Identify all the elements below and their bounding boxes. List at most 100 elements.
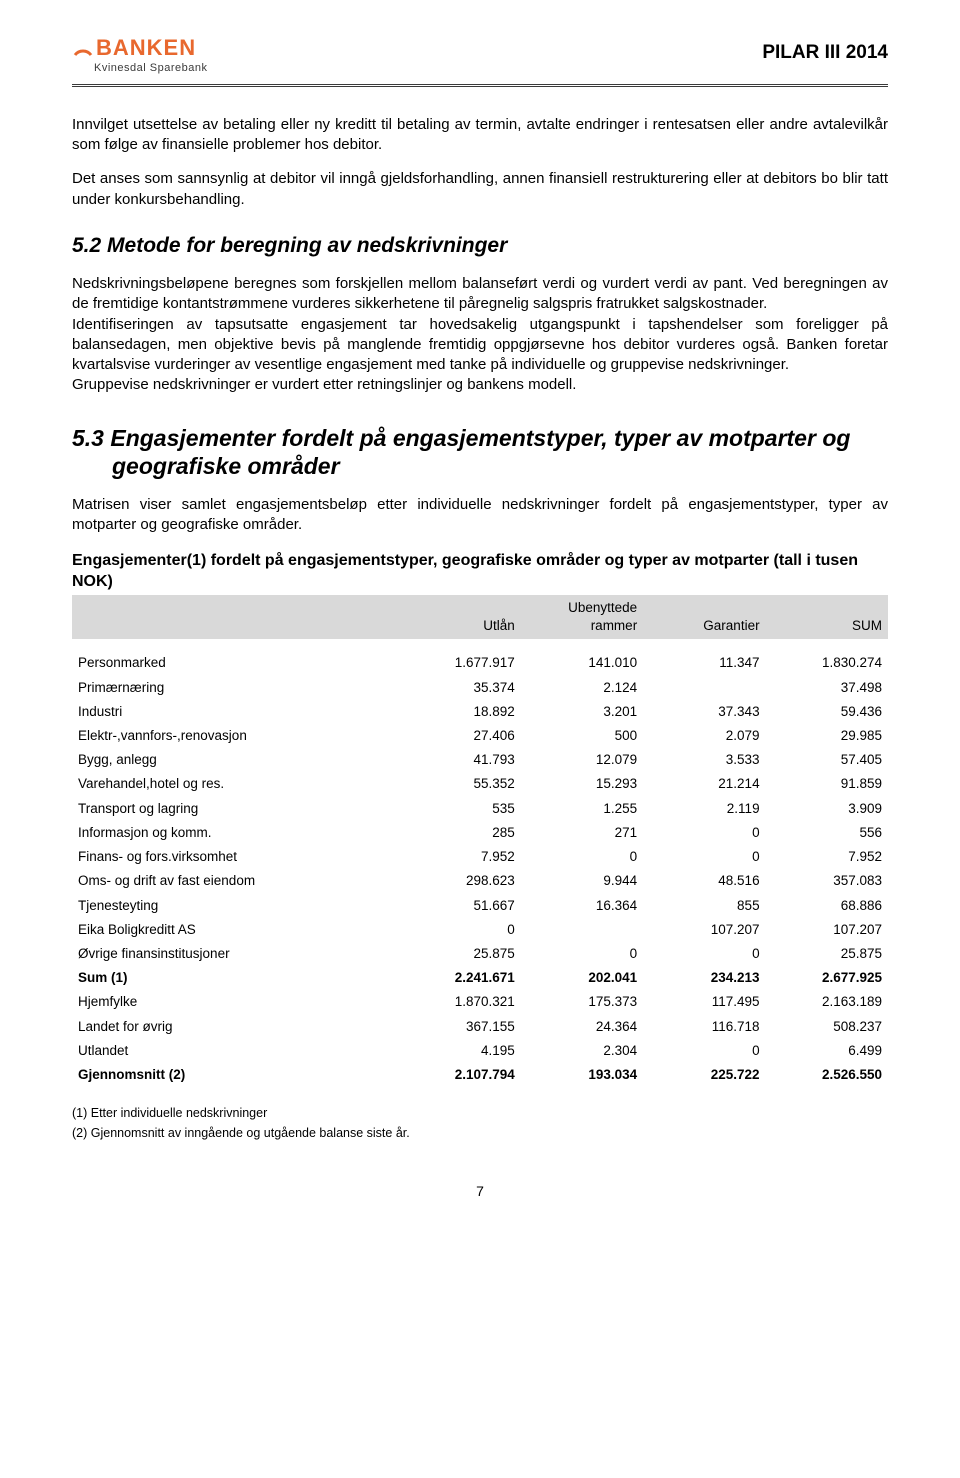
engagements-table: Utlån Ubenyttede rammer Garantier SUM Pe… — [72, 595, 888, 1087]
table-cell-value: 21.214 — [643, 772, 765, 796]
table-cell-value: 3.533 — [643, 748, 765, 772]
table-cell-value: 11.347 — [643, 651, 765, 675]
table-row: Tjenesteyting51.66716.36485568.886 — [72, 894, 888, 918]
table-cell-value: 25.875 — [766, 942, 888, 966]
table-cell-label: Personmarked — [72, 651, 398, 675]
table-cell-value: 285 — [398, 821, 520, 845]
document-title: PILAR III 2014 — [762, 40, 888, 66]
table-cell-value: 367.155 — [398, 1015, 520, 1039]
table-cell-label: Industri — [72, 700, 398, 724]
table-cell-value: 855 — [643, 894, 765, 918]
table-row: Transport og lagring5351.2552.1193.909 — [72, 797, 888, 821]
table-row: Finans- og fors.virksomhet7.952007.952 — [72, 845, 888, 869]
table-cell-label: Bygg, anlegg — [72, 748, 398, 772]
table-row: Sum (1)2.241.671202.041234.2132.677.925 — [72, 966, 888, 990]
footnote-1: (1) Etter individuelle nedskrivninger — [72, 1105, 888, 1122]
table-row: Varehandel,hotel og res.55.35215.29321.2… — [72, 772, 888, 796]
table-row: Utlandet4.1952.30406.499 — [72, 1039, 888, 1063]
logo-subtitle: Kvinesdal Sparebank — [94, 61, 236, 76]
table-cell-value: 7.952 — [398, 845, 520, 869]
table-cell-label: Varehandel,hotel og res. — [72, 772, 398, 796]
table-col-2: Ubenyttede rammer — [521, 595, 643, 639]
section-5-2-paragraph-2: Identifiseringen av tapsutsatte engasjem… — [72, 315, 888, 376]
table-row: Landet for øvrig367.15524.364116.718508.… — [72, 1015, 888, 1039]
table-cell-value: 535 — [398, 797, 520, 821]
logo-wordmark-icon: BANKEN — [96, 36, 236, 60]
table-row: Primærnæring35.3742.12437.498 — [72, 676, 888, 700]
table-cell-value: 1.870.321 — [398, 990, 520, 1014]
table-cell-value: 0 — [643, 1039, 765, 1063]
table-cell-value: 107.207 — [643, 918, 765, 942]
section-5-3-heading: 5.3 Engasjementer fordelt på engasjement… — [72, 424, 888, 482]
table-row: Oms- og drift av fast eiendom298.6239.94… — [72, 869, 888, 893]
table-cell-value: 59.436 — [766, 700, 888, 724]
table-cell-value — [521, 918, 643, 942]
table-cell-value: 37.498 — [766, 676, 888, 700]
table-row: Hjemfylke1.870.321175.373117.4952.163.18… — [72, 990, 888, 1014]
table-cell-value: 1.255 — [521, 797, 643, 821]
table-cell-value: 1.677.917 — [398, 651, 520, 675]
section-5-2-paragraph-3: Gruppevise nedskrivninger er vurdert ett… — [72, 375, 888, 395]
intro-paragraph-2: Det anses som sannsynlig at debitor vil … — [72, 169, 888, 210]
table-cell-value: 16.364 — [521, 894, 643, 918]
table-body: Personmarked1.677.917141.01011.3471.830.… — [72, 639, 888, 1087]
table-col-0 — [72, 595, 398, 639]
table-header-row: Utlån Ubenyttede rammer Garantier SUM — [72, 595, 888, 639]
intro-paragraph-1: Innvilget utsettelse av betaling eller n… — [72, 115, 888, 156]
table-row: Gjennomsnitt (2)2.107.794193.034225.7222… — [72, 1063, 888, 1087]
table-row: Øvrige finansinstitusjoner25.8750025.875 — [72, 942, 888, 966]
table-cell-value — [643, 676, 765, 700]
table-cell-value: 2.107.794 — [398, 1063, 520, 1087]
table-cell-value: 2.241.671 — [398, 966, 520, 990]
table-cell-value: 2.119 — [643, 797, 765, 821]
table-cell-value: 556 — [766, 821, 888, 845]
table-cell-label: Tjenesteyting — [72, 894, 398, 918]
logo-arc-icon — [72, 38, 94, 58]
table-cell-value: 116.718 — [643, 1015, 765, 1039]
page-header: BANKEN Kvinesdal Sparebank PILAR III 201… — [72, 36, 888, 87]
table-cell-value: 225.722 — [643, 1063, 765, 1087]
table-cell-value: 2.124 — [521, 676, 643, 700]
table-cell-label: Oms- og drift av fast eiendom — [72, 869, 398, 893]
table-cell-value: 51.667 — [398, 894, 520, 918]
table-cell-label: Gjennomsnitt (2) — [72, 1063, 398, 1087]
footnote-2: (2) Gjennomsnitt av inngående og utgåend… — [72, 1125, 888, 1142]
table-cell-value: 2.304 — [521, 1039, 643, 1063]
table-cell-label: Landet for øvrig — [72, 1015, 398, 1039]
table-cell-value: 271 — [521, 821, 643, 845]
table-cell-value: 298.623 — [398, 869, 520, 893]
table-cell-value: 1.830.274 — [766, 651, 888, 675]
table-cell-label: Eika Boligkreditt AS — [72, 918, 398, 942]
section-5-3-line-1: 5.3 Engasjementer fordelt på engasjement… — [72, 425, 850, 451]
bank-logo: BANKEN Kvinesdal Sparebank — [72, 36, 236, 76]
table-col-1: Utlån — [398, 595, 520, 639]
table-cell-value: 0 — [643, 942, 765, 966]
section-5-2-paragraph-1: Nedskrivningsbeløpene beregnes som forsk… — [72, 274, 888, 315]
table-cell-label: Finans- og fors.virksomhet — [72, 845, 398, 869]
table-row: Elektr-,vannfors-,renovasjon27.4065002.0… — [72, 724, 888, 748]
table-cell-label: Utlandet — [72, 1039, 398, 1063]
table-cell-value: 107.207 — [766, 918, 888, 942]
table-cell-value: 18.892 — [398, 700, 520, 724]
table-cell-value: 37.343 — [643, 700, 765, 724]
table-cell-value: 27.406 — [398, 724, 520, 748]
table-cell-value: 55.352 — [398, 772, 520, 796]
table-cell-value: 117.495 — [643, 990, 765, 1014]
table-cell-value: 48.516 — [643, 869, 765, 893]
table-cell-value: 12.079 — [521, 748, 643, 772]
table-cell-value: 0 — [643, 821, 765, 845]
table-cell-value: 0 — [398, 918, 520, 942]
svg-text:BANKEN: BANKEN — [96, 36, 196, 60]
table-cell-label: Sum (1) — [72, 966, 398, 990]
table-cell-label: Transport og lagring — [72, 797, 398, 821]
table-cell-value: 3.909 — [766, 797, 888, 821]
table-cell-value: 0 — [521, 942, 643, 966]
table-cell-label: Primærnæring — [72, 676, 398, 700]
table-cell-label: Hjemfylke — [72, 990, 398, 1014]
table-cell-value: 2.677.925 — [766, 966, 888, 990]
table-row: Informasjon og komm.2852710556 — [72, 821, 888, 845]
table-cell-value: 193.034 — [521, 1063, 643, 1087]
table-cell-value: 29.985 — [766, 724, 888, 748]
page-number: 7 — [72, 1182, 888, 1201]
table-row: Bygg, anlegg41.79312.0793.53357.405 — [72, 748, 888, 772]
